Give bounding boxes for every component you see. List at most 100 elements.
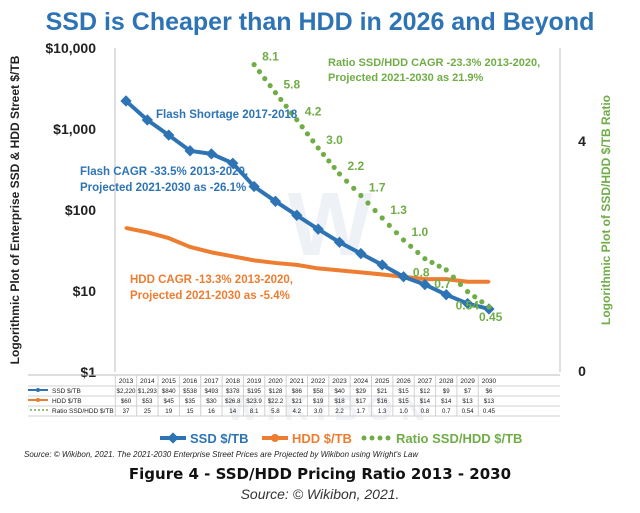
table-legend-marker	[42, 409, 44, 411]
annotation-ratio-cagr: Projected 2021-2030 as 21.9%	[328, 72, 484, 84]
data-point-hdd	[359, 270, 363, 274]
table-year: 2030	[482, 378, 497, 385]
table-year: 2019	[247, 378, 262, 385]
table-cell: 0.45	[483, 408, 496, 415]
annotation-flash-cagr: Projected 2021-2030 as -26.1%	[80, 182, 246, 194]
ratio-point-label: 0.8	[413, 266, 430, 280]
table-cell: $22.2	[268, 398, 284, 405]
table-cell: $538	[183, 388, 197, 395]
data-point-ssd	[269, 195, 282, 207]
y2-axis-title: Logorithmic Plot of SSD/HDD $/TB Ratio	[599, 95, 613, 325]
table-cell: 5.8	[271, 408, 280, 415]
data-point-ratio	[429, 259, 435, 266]
data-point-ratio	[436, 263, 442, 269]
legend-marker-ratio	[377, 435, 383, 441]
data-point-ratio	[283, 103, 289, 109]
table-cell: $14	[441, 398, 452, 405]
data-point-ratio	[256, 69, 263, 75]
data-point-hdd	[487, 280, 491, 284]
table-year: 2016	[183, 378, 198, 385]
legend-marker-ratio	[385, 435, 391, 441]
data-point-ratio	[278, 96, 284, 103]
data-point-ratio	[262, 76, 268, 82]
data-point-ratio	[400, 237, 407, 243]
table-cell: $15	[398, 388, 409, 395]
y-tick-label: $1,000	[53, 121, 96, 137]
data-point-ratio	[344, 178, 350, 184]
data-point-ratio	[486, 304, 492, 310]
y-tick-label: $100	[65, 202, 96, 218]
ratio-point-label: 4.2	[305, 105, 322, 119]
table-cell: $23.9	[246, 398, 262, 405]
data-point-ratio	[304, 131, 311, 137]
table-cell: $128	[269, 388, 283, 395]
chart-title: SSD is Cheaper than HDD in 2026 and Beyo…	[45, 8, 595, 36]
table-cell: $86	[292, 388, 303, 395]
data-point-ratio	[310, 138, 316, 144]
table-cell: $19	[313, 398, 324, 405]
table-row-header: Ratio SSD/HDD $/TB	[52, 408, 114, 415]
table-legend-marker	[30, 409, 32, 411]
data-point-ratio	[408, 243, 414, 249]
data-point-hdd	[209, 250, 213, 254]
y-tick-label: $10,000	[45, 40, 96, 56]
table-cell: $840	[162, 388, 176, 395]
table-cell: $17	[356, 398, 367, 405]
legend-marker-ssd	[167, 432, 179, 444]
table-cell: 0.54	[462, 408, 475, 415]
table-cell: $26.8	[225, 398, 241, 405]
table-cell: $18	[334, 398, 345, 405]
table-cell: $1,293	[138, 388, 157, 395]
table-cell: 1.0	[399, 408, 408, 415]
source-note: Source: © Wikibon, 2021. The 2021-2030 E…	[24, 450, 419, 459]
table-year: 2018	[226, 378, 241, 385]
figure-source: Source: © Wikibon, 2021.	[240, 486, 400, 502]
table-row-header: HDD $/TB	[52, 398, 82, 405]
data-point-ratio	[422, 256, 428, 262]
table-legend-marker	[36, 388, 40, 392]
table-cell: $378	[226, 388, 240, 395]
y-axis-title: Logorithmic Plot of Enterprise SSD & HDD…	[8, 55, 22, 364]
table-cell: 3.0	[314, 408, 323, 415]
data-point-hdd	[188, 245, 192, 249]
annotation-hdd-cagr: HDD CAGR -13.3% 2013-2020,	[130, 274, 293, 286]
y2-tick-label: 0	[578, 363, 586, 379]
table-cell: $9	[443, 388, 450, 395]
y-tick-label: $1	[80, 364, 96, 380]
data-point-ssd	[227, 157, 239, 169]
ratio-point-label: 1.3	[390, 203, 407, 217]
table-cell: $14	[420, 398, 431, 405]
table-cell: $493	[205, 388, 219, 395]
table-cell: $53	[142, 398, 153, 405]
table-cell: $6	[486, 388, 493, 395]
data-point-hdd	[380, 272, 384, 276]
data-point-hdd	[145, 230, 149, 234]
table-year: 2021	[290, 378, 305, 385]
data-point-ssd	[312, 223, 324, 235]
ratio-point-label: 0.54	[456, 299, 480, 313]
data-point-ratio	[415, 249, 421, 256]
data-point-hdd	[273, 261, 277, 265]
series-line-hdd	[125, 226, 489, 284]
table-legend-marker	[34, 409, 36, 411]
ratio-point-label: 1.7	[369, 181, 386, 195]
legend-marker-hdd	[271, 434, 279, 442]
table-cell: 4.2	[292, 408, 301, 415]
data-point-ratio	[299, 124, 305, 130]
y2-tick-label: 4	[578, 133, 586, 149]
table-year: 2028	[439, 378, 454, 385]
annotation-hdd-cagr: Projected 2021-2030 as -5.4%	[130, 290, 290, 302]
table-cell: 0.7	[442, 408, 451, 415]
table-cell: $60	[121, 398, 132, 405]
table-year: 2025	[375, 378, 390, 385]
y-tick-label: $10	[73, 283, 97, 299]
legend-label-ssd: SSD $/TB	[190, 431, 249, 446]
table-cell: $13	[484, 398, 495, 405]
data-point-hdd	[124, 226, 128, 230]
table-year: 2027	[418, 378, 433, 385]
table-cell: $15	[398, 398, 409, 405]
data-point-hdd	[444, 277, 448, 281]
data-point-ratio	[465, 289, 471, 295]
table-year: 2026	[396, 378, 411, 385]
